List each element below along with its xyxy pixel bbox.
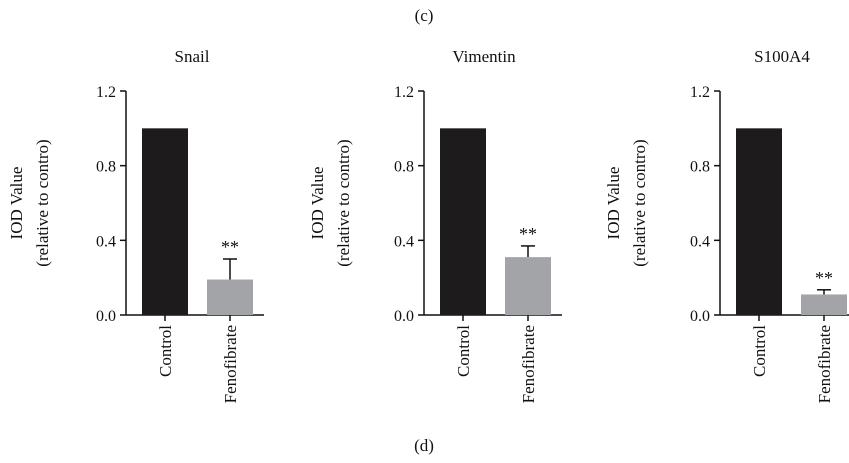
y-tick-label-s100a4: 0.8 bbox=[690, 159, 710, 176]
bar-snail-control bbox=[142, 128, 188, 315]
chart-title-vimentin: Vimentin bbox=[452, 47, 516, 66]
y-tick-label-vimentin: 1.2 bbox=[394, 84, 414, 101]
significance-mark-snail-fenofibrate: ** bbox=[221, 237, 239, 257]
significance-mark-s100a4-fenofibrate: ** bbox=[815, 268, 833, 288]
y-axis-label-s100a4: IOD Value bbox=[604, 167, 623, 240]
y-axis-sublabel-vimentin: (relative to contro) bbox=[334, 139, 353, 266]
bar-s100a4-fenofibrate bbox=[801, 294, 847, 315]
y-axis-label-vimentin: IOD Value bbox=[308, 167, 327, 240]
y-tick-label-vimentin: 0.8 bbox=[394, 159, 414, 176]
x-tick-label-s100a4-fenofibrate: Fenofibrate bbox=[815, 325, 834, 403]
y-tick-label-s100a4: 1.2 bbox=[690, 84, 710, 101]
panel-label-d: (d) bbox=[414, 436, 434, 455]
chart-title-snail: Snail bbox=[175, 47, 210, 66]
x-tick-label-vimentin-control: Control bbox=[454, 325, 473, 377]
bar-snail-fenofibrate bbox=[207, 279, 253, 315]
panel-label-c: (c) bbox=[414, 6, 434, 25]
y-tick-label-s100a4: 0.0 bbox=[690, 308, 710, 325]
x-tick-label-s100a4-control: Control bbox=[750, 325, 769, 377]
y-tick-label-snail: 0.8 bbox=[96, 159, 116, 176]
y-axis-label-snail: IOD Value bbox=[7, 167, 26, 240]
y-tick-label-s100a4: 0.4 bbox=[690, 233, 710, 250]
y-tick-label-snail: 0.4 bbox=[96, 233, 116, 250]
x-tick-label-snail-fenofibrate: Fenofibrate bbox=[221, 325, 240, 403]
bar-vimentin-control bbox=[440, 128, 486, 315]
significance-mark-vimentin-fenofibrate: ** bbox=[519, 224, 537, 244]
y-tick-label-vimentin: 0.0 bbox=[394, 308, 414, 325]
y-tick-label-snail: 1.2 bbox=[96, 84, 116, 101]
x-tick-label-vimentin-fenofibrate: Fenofibrate bbox=[519, 325, 538, 403]
chart-title-s100a4: S100A4 bbox=[754, 47, 810, 66]
y-tick-label-snail: 0.0 bbox=[96, 308, 116, 325]
y-axis-sublabel-s100a4: (relative to contro) bbox=[630, 139, 649, 266]
x-tick-label-snail-control: Control bbox=[156, 325, 175, 377]
bar-s100a4-control bbox=[736, 128, 782, 315]
bar-vimentin-fenofibrate bbox=[505, 257, 551, 315]
y-tick-label-vimentin: 0.4 bbox=[394, 233, 414, 250]
y-axis-sublabel-snail: (relative to contro) bbox=[33, 139, 52, 266]
